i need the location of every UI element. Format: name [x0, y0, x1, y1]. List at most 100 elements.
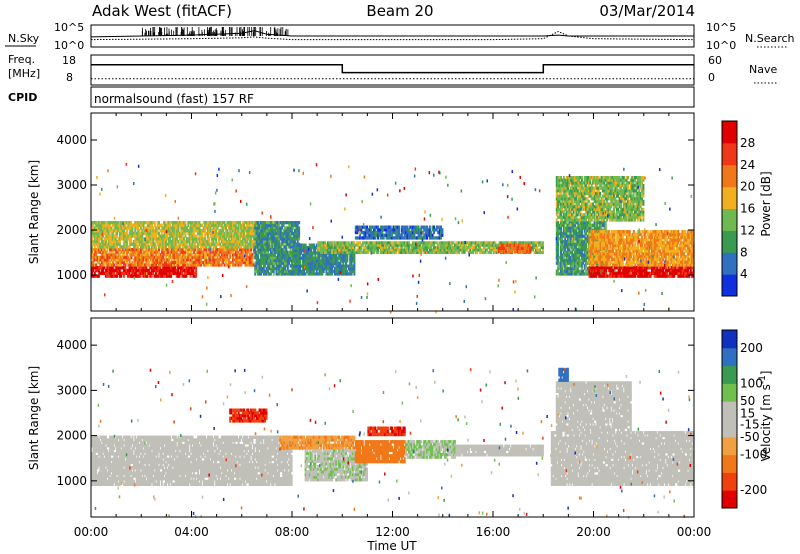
power-cell	[252, 255, 255, 259]
power-cell	[122, 266, 125, 270]
power-cell	[183, 258, 186, 262]
power-cell	[206, 221, 209, 225]
power-cell	[279, 256, 282, 260]
power-cell	[208, 250, 211, 254]
power-cell	[306, 269, 308, 273]
power-cell	[312, 248, 315, 252]
power-cell	[97, 266, 100, 270]
power-cell	[241, 231, 244, 236]
power-cell	[153, 248, 156, 252]
power-cell	[299, 256, 301, 260]
power-cell	[282, 248, 285, 252]
power-cell	[251, 239, 254, 244]
power-cell	[131, 250, 134, 254]
power-cell	[232, 239, 234, 244]
power-cell	[306, 261, 308, 266]
power-cell	[336, 261, 339, 266]
power-cell	[95, 266, 98, 270]
power-cell	[116, 221, 119, 225]
power-cell	[138, 260, 141, 265]
power-cell	[172, 221, 174, 225]
power-cell	[310, 269, 313, 273]
power-cell	[331, 272, 334, 276]
power-cell	[151, 221, 153, 225]
power-cell	[264, 229, 267, 233]
power-cell	[114, 255, 117, 259]
power-cell	[284, 221, 286, 225]
power-cell	[213, 263, 216, 267]
power-cell	[276, 223, 279, 227]
power-cell	[310, 246, 313, 250]
power-cell	[189, 266, 192, 270]
power-cell	[109, 245, 112, 249]
power-cell	[177, 248, 180, 252]
power-cell	[143, 268, 146, 273]
power-cell	[227, 226, 230, 230]
power-cell	[97, 271, 100, 275]
power-cell	[146, 231, 149, 236]
power-cell	[191, 260, 194, 265]
power-cell	[123, 239, 126, 244]
power-cell	[98, 221, 100, 225]
power-cell	[346, 259, 349, 263]
power-cell	[321, 256, 324, 260]
power-cell	[251, 263, 254, 267]
power-cell	[308, 259, 311, 263]
power-cell	[159, 255, 162, 259]
power-cell	[208, 242, 211, 246]
power-cell	[255, 239, 258, 244]
power-cell	[185, 239, 188, 244]
power-cell	[117, 237, 120, 241]
power-cell	[281, 239, 284, 244]
power-cell	[194, 234, 197, 238]
power-cell	[239, 223, 241, 227]
power-cell	[169, 231, 172, 236]
power-cell	[248, 239, 251, 244]
power-cell	[241, 255, 244, 259]
power-cell	[312, 267, 315, 271]
power-cell	[289, 226, 292, 230]
power-cell	[292, 259, 294, 263]
power-cell	[311, 256, 314, 260]
power-cell	[120, 255, 123, 259]
power-cell	[222, 245, 225, 249]
power-cell	[191, 263, 194, 267]
power-cell	[142, 226, 145, 230]
power-cell	[142, 266, 145, 270]
power-cell	[120, 237, 123, 241]
power-cell	[272, 239, 275, 244]
power-cell	[252, 242, 255, 246]
power-cell	[130, 229, 133, 233]
power-cell	[145, 266, 148, 270]
freq-tick-top: 18	[62, 54, 76, 67]
power-cell	[134, 268, 136, 273]
power-cell	[335, 269, 338, 273]
power-cell	[204, 258, 207, 262]
power-cell	[141, 258, 144, 262]
power-cell	[110, 274, 113, 278]
power-cell	[236, 258, 239, 262]
power-cell	[227, 245, 230, 249]
power-cell	[125, 231, 128, 236]
power-cell	[349, 259, 352, 263]
power-cell	[208, 226, 211, 230]
power-cell	[215, 221, 218, 225]
power-cell	[137, 239, 140, 244]
power-cell	[301, 272, 304, 276]
power-cell	[349, 261, 352, 266]
power-cell	[219, 248, 222, 252]
power-cell	[166, 234, 169, 238]
power-cell	[151, 248, 153, 252]
power-cell	[254, 223, 257, 227]
power-cell	[107, 266, 110, 270]
power-cell	[260, 256, 262, 260]
power-cell	[233, 226, 236, 230]
power-cell	[331, 248, 334, 252]
power-cell	[106, 226, 109, 230]
power-cell	[113, 239, 116, 244]
power-cell	[229, 239, 232, 244]
power-cell	[257, 231, 260, 236]
power-cell	[245, 226, 248, 230]
power-cell	[174, 221, 177, 225]
power-cell	[252, 237, 255, 241]
